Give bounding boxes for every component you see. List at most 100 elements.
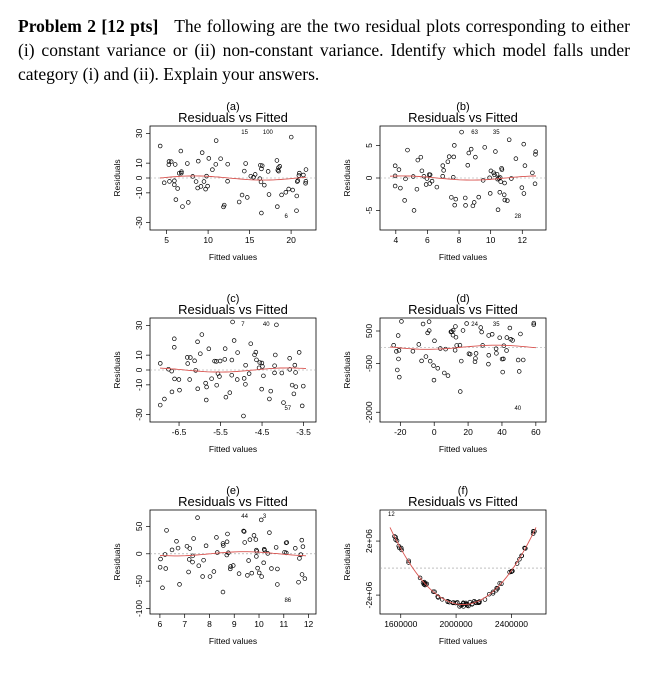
plot-e-xtick-label: 11 (279, 619, 288, 629)
plot-a-point-annotation: 100 (263, 130, 274, 136)
plot-c-point (279, 370, 285, 376)
plot-e-point (299, 572, 305, 577)
plot-c-ylabel: Residuals (112, 351, 122, 388)
plot-c-point (252, 352, 257, 358)
plot-b-point (530, 170, 535, 176)
plot-e-point (228, 566, 233, 572)
plot-a-point (303, 167, 309, 172)
plot-a-point (180, 204, 185, 209)
plot-a-point (225, 161, 230, 167)
plot-b-ytick-label: 0 (364, 175, 374, 180)
plot-e-point (261, 560, 266, 566)
plot-e-point (158, 556, 163, 562)
plot-f-point-annotation: 12 (388, 512, 395, 518)
plot-a-point (274, 158, 280, 163)
plot-b-point (459, 129, 464, 135)
plot-d-point (467, 351, 473, 357)
plot-a-point (221, 204, 226, 210)
plot-a-point (294, 193, 300, 199)
plot-c-point (268, 388, 273, 394)
plot-c-ytick-label: -30 (134, 408, 144, 421)
plot-a-point (225, 178, 230, 184)
plot-b-xlabel: Fitted values (439, 252, 487, 262)
plot-c-point (217, 358, 223, 364)
plot-c-xtick-label: -3.5 (296, 427, 311, 437)
plot-c-point (217, 374, 222, 379)
plot-c-point (246, 371, 252, 376)
plot-d-point (420, 321, 426, 327)
plot-c-point (222, 346, 228, 351)
plot-d-point (515, 357, 521, 363)
plot-d-point (394, 349, 399, 354)
plot-f-point (517, 557, 522, 562)
plot-e-point (269, 566, 274, 571)
plot-b-point (414, 186, 420, 192)
plot-b-point (398, 185, 403, 191)
plot-a-point (172, 162, 178, 167)
plot-e-point (255, 565, 260, 571)
plot-a-point (157, 143, 163, 149)
plot-e-title: Residuals vs Fitted (178, 494, 288, 509)
plot-a-point (190, 174, 195, 179)
plot-a-point (296, 173, 302, 178)
plot-a-ylabel: Residuals (112, 159, 122, 196)
plot-a-point (186, 200, 191, 205)
plot-e-point (174, 539, 179, 544)
plot-c-point (243, 362, 248, 368)
plot-d-point (395, 333, 401, 338)
plot-a-point (297, 170, 302, 176)
plot-e-point (302, 576, 308, 581)
plot-c-ytick-label: 0 (134, 367, 144, 372)
plot-d-point (450, 332, 456, 338)
plot-c-point (172, 345, 177, 350)
plot-b-point (476, 194, 481, 200)
plot-b-point (488, 168, 494, 174)
plot-b-point (468, 146, 474, 152)
plot-e-point (293, 546, 298, 551)
plot-d: (d) Residuals vs Fitted -20 0 20 40 60 -2000 -50… (334, 292, 634, 482)
plot-e-point (231, 563, 236, 568)
plot-e-point (225, 531, 230, 537)
plot-a-point (198, 184, 204, 189)
plot-b-point (505, 198, 510, 203)
plot-f-point (417, 575, 423, 581)
plot-d-point (427, 358, 433, 364)
plot-e-point (299, 537, 305, 543)
plot-f-letter: (f) (458, 485, 468, 497)
plot-c-point (241, 376, 247, 381)
plot-b-point (392, 183, 398, 189)
plot-f-ytick-label: 2e+06 (364, 529, 374, 553)
plot-e-point (160, 585, 165, 591)
plot-c-point (223, 394, 229, 400)
plot-a-point (262, 182, 267, 188)
plot-a-point (286, 186, 291, 192)
plot-a-point (303, 179, 309, 184)
plot-b-point (498, 179, 503, 184)
plot-e-point (259, 574, 264, 579)
plot-e-point (200, 574, 205, 579)
plot-c-point (214, 382, 219, 388)
plot-c-ytick-label: 10 (134, 350, 144, 360)
plot-b-point (446, 154, 452, 159)
plot-d-point-annotation: 35 (493, 322, 500, 328)
plot-d-point (452, 347, 458, 353)
problem-statement: Problem 2 [12 pts] The following are the… (18, 14, 630, 86)
plot-f-point (523, 546, 528, 551)
plot-e-point (211, 569, 217, 574)
plot-d-point (453, 324, 458, 329)
plot-a-point (259, 163, 265, 168)
plot-f-point (463, 600, 469, 606)
plot-b-point (497, 190, 503, 195)
plot-a-xtick-label: 15 (245, 235, 255, 245)
plot-a-point (166, 159, 172, 164)
plot-a-xtick-label: 20 (286, 235, 296, 245)
plot-c-point (192, 358, 197, 364)
plot-e-point (254, 554, 259, 559)
plot-c-point (241, 413, 246, 419)
plot-b-point (403, 176, 408, 182)
plot-a-point (201, 179, 207, 184)
plot-d-point (494, 351, 499, 356)
plot-c-point-annotation: 57 (284, 406, 291, 412)
plot-a-point (205, 183, 210, 189)
plot-e: (e) Residuals vs Fitted 6 7 8 9 10 11 12 -100 -50 0… (104, 484, 404, 674)
